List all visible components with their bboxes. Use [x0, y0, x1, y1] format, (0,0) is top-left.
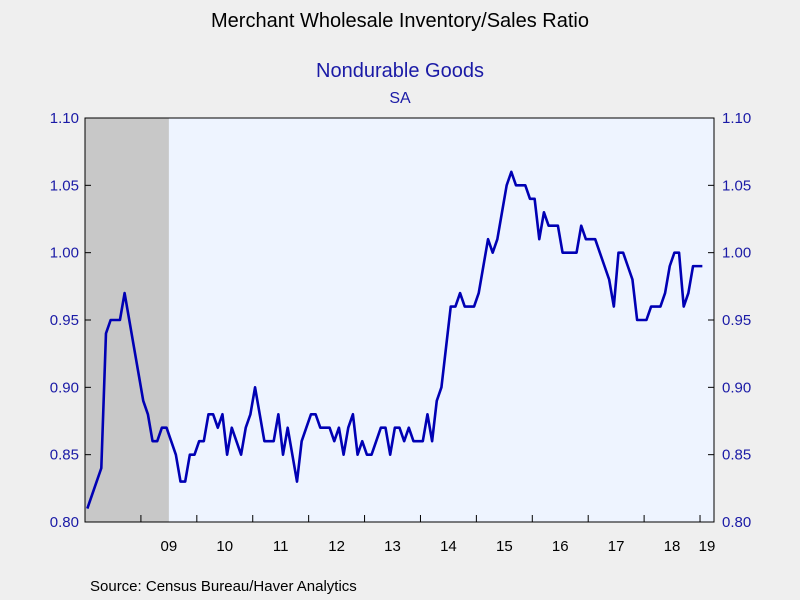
x-tick-label: 15: [496, 538, 513, 555]
recession-shading: [85, 118, 169, 522]
recession-shade: [85, 118, 169, 522]
x-axis: 09 10 11 12 13 14 15 16 17 18 19: [140, 515, 716, 555]
y-tick-label-left: 1.05: [50, 177, 79, 194]
y-axis-left: 0.80 0.85 0.90 0.95 1.00 1.05 1.10: [50, 110, 91, 531]
x-tick-label: 11: [273, 538, 289, 555]
chart-title: Merchant Wholesale Inventory/Sales Ratio: [211, 10, 589, 32]
source-note: Source: Census Bureau/Haver Analytics: [90, 578, 357, 595]
x-tick-label: 17: [608, 538, 625, 555]
x-tick-label: 14: [440, 538, 457, 555]
y-tick-label-left: 1.00: [50, 245, 79, 262]
y-tick-label-right: 0.90: [722, 379, 751, 396]
y-tick-label-left: 0.85: [50, 447, 79, 464]
y-tick-label-left: 0.95: [50, 312, 79, 329]
x-tick-label: 19: [699, 538, 716, 555]
y-tick-label-left: 1.10: [50, 110, 79, 127]
chart-subtitle: Nondurable Goods: [316, 60, 484, 82]
y-tick-label-right: 1.10: [722, 110, 751, 127]
y-tick-label-right: 0.85: [722, 447, 751, 464]
x-tick-label: 09: [161, 538, 178, 555]
y-tick-label-right: 0.80: [722, 514, 751, 531]
y-tick-label-left: 0.80: [50, 514, 79, 531]
plot-frame: [84, 117, 715, 523]
plot-area: [85, 118, 714, 522]
y-tick-label-right: 1.05: [722, 177, 751, 194]
y-axis-right: 0.80 0.85 0.90 0.95 1.00 1.05 1.10: [708, 110, 751, 531]
x-tick-label: 18: [664, 538, 681, 555]
series-line: [86, 170, 703, 509]
x-tick-label: 16: [552, 538, 569, 555]
x-tick-label: 10: [216, 538, 233, 555]
y-tick-label-right: 1.00: [722, 245, 751, 262]
y-tick-label-right: 0.95: [722, 312, 751, 329]
seasonal-adjustment-note: SA: [389, 90, 411, 107]
x-tick-label: 12: [328, 538, 345, 555]
y-tick-label-left: 0.90: [50, 379, 79, 396]
series-layer: [86, 170, 703, 509]
x-tick-label: 13: [384, 538, 401, 555]
